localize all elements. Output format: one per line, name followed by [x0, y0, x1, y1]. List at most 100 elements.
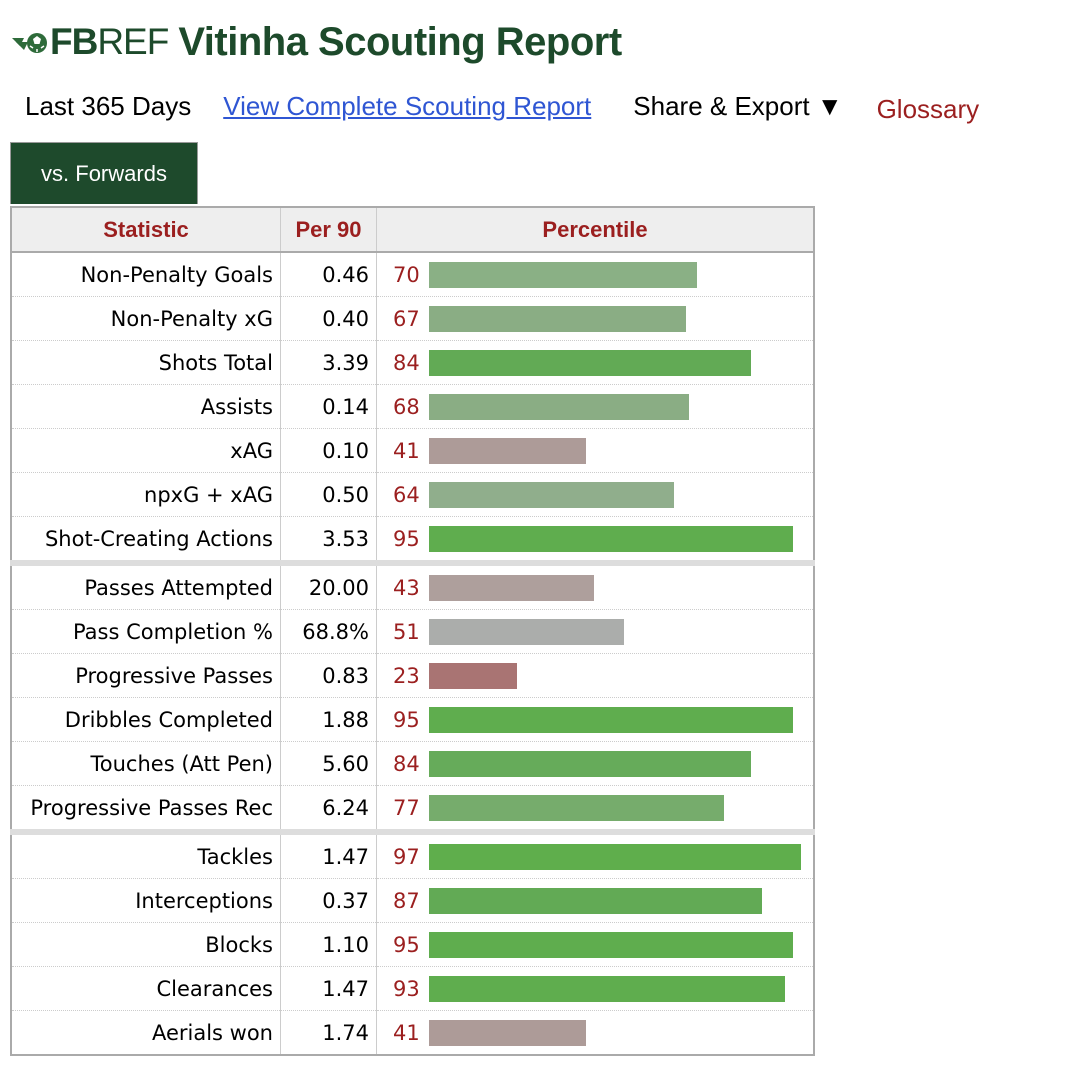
table-row: Progressive Passes Rec 6.24 77 — [11, 785, 814, 835]
percentile-bar — [429, 393, 689, 420]
percentile-bar — [429, 437, 586, 464]
per90-value: 1.74 — [280, 1010, 377, 1055]
table-row: Assists 0.14 68 — [11, 384, 814, 429]
percentile-value: 84 — [393, 350, 420, 375]
view-complete-report-link[interactable]: View Complete Scouting Report — [223, 90, 592, 121]
percentile-cell: 84 — [376, 741, 814, 786]
stat-name: Shot-Creating Actions — [11, 516, 281, 566]
per90-value: 68.8% — [280, 609, 377, 654]
percentile-bar — [429, 618, 624, 645]
table-row: Passes Attempted 20.00 43 — [11, 563, 814, 610]
percentile-bar — [429, 574, 594, 601]
percentile-value: 95 — [393, 707, 420, 732]
header-per90[interactable]: Per 90 — [280, 207, 377, 253]
table-row: Tackles 1.47 97 — [11, 832, 814, 879]
table-row: Aerials won 1.74 41 — [11, 1010, 815, 1056]
percentile-value: 84 — [393, 751, 420, 776]
per90-value: 0.10 — [280, 428, 377, 473]
per90-value: 0.40 — [280, 296, 377, 341]
table-row: Non-Penalty Goals 0.46 70 — [11, 252, 814, 297]
percentile-cell: 51 — [376, 609, 814, 654]
stat-name: Progressive Passes — [11, 653, 281, 698]
per90-value: 6.24 — [280, 785, 377, 835]
percentile-cell: 23 — [376, 653, 814, 698]
per90-value: 5.60 — [280, 741, 377, 786]
percentile-bar — [429, 349, 751, 376]
table-row: npxG + xAG 0.50 64 — [11, 472, 814, 517]
page-title: Vitinha Scouting Report — [178, 19, 622, 64]
table-row: Shot-Creating Actions 3.53 95 — [11, 516, 814, 566]
percentile-bar — [429, 843, 801, 870]
stat-name: xAG — [11, 428, 281, 473]
stat-name: Progressive Passes Rec — [11, 785, 281, 835]
stat-name: Tackles — [11, 832, 281, 879]
logo-text: FBREF — [50, 21, 169, 62]
table-body: Non-Penalty Goals 0.46 70 Non-Penalty xG 0.4… — [11, 252, 814, 1055]
percentile-bar — [429, 481, 674, 508]
percentile-bar — [429, 261, 697, 288]
stat-name: Pass Completion % — [11, 609, 281, 654]
header-statistic[interactable]: Statistic — [11, 207, 281, 253]
per90-value: 0.46 — [280, 252, 377, 297]
percentile-value: 77 — [393, 795, 420, 820]
table-row: Progressive Passes 0.83 23 — [11, 653, 814, 698]
stat-name: Shots Total — [11, 340, 281, 385]
table-row: Dribbles Completed 1.88 95 — [11, 697, 814, 742]
scouting-table: Statistic Per 90 Percentile Non-Penalty … — [10, 206, 815, 1056]
per90-value: 1.10 — [280, 922, 377, 967]
percentile-bar — [429, 750, 751, 777]
stat-name: Aerials won — [11, 1010, 281, 1055]
per90-value: 0.37 — [280, 878, 377, 923]
stat-name: Touches (Att Pen) — [11, 741, 281, 786]
percentile-value: 95 — [393, 526, 420, 551]
table-row: Interceptions 0.37 87 — [11, 878, 814, 923]
percentile-value: 95 — [393, 932, 420, 957]
percentile-value: 41 — [393, 438, 420, 463]
percentile-cell: 67 — [376, 296, 814, 341]
table-header-row: Statistic Per 90 Percentile — [11, 207, 814, 253]
tab-vs-forwards[interactable]: vs. Forwards — [10, 142, 198, 204]
share-export-menu[interactable]: Share & Export ▼ — [633, 90, 843, 121]
per90-value: 0.83 — [280, 653, 377, 698]
header: FBREF Vitinha Scouting Report — [10, 14, 622, 70]
stat-name: Dribbles Completed — [11, 697, 281, 742]
percentile-cell: 68 — [376, 384, 814, 429]
percentile-value: 93 — [393, 976, 420, 1001]
glossary-link[interactable]: Glossary — [876, 93, 980, 124]
percentile-cell: 87 — [376, 878, 814, 923]
soccer-ball-icon — [10, 28, 48, 56]
percentile-cell: 84 — [376, 340, 814, 385]
percentile-bar — [429, 525, 793, 552]
percentile-cell: 95 — [376, 697, 814, 742]
per90-value: 3.39 — [280, 340, 377, 385]
table-row: Touches (Att Pen) 5.60 84 — [11, 741, 814, 786]
percentile-cell: 43 — [376, 563, 814, 610]
period-label: Last 365 Days — [25, 90, 192, 121]
percentile-bar — [429, 662, 517, 689]
percentile-value: 43 — [393, 575, 420, 600]
stat-name: Clearances — [11, 966, 281, 1011]
percentile-cell: 41 — [376, 428, 814, 473]
stat-name: npxG + xAG — [11, 472, 281, 517]
percentile-cell: 41 — [377, 1011, 815, 1056]
table-row: Blocks 1.10 95 — [11, 922, 814, 967]
percentile-bar — [429, 305, 686, 332]
stat-name: Blocks — [11, 922, 281, 967]
stat-name: Assists — [11, 384, 281, 429]
percentile-value: 87 — [393, 888, 420, 913]
stat-name: Passes Attempted — [11, 563, 281, 610]
percentile-value: 70 — [393, 262, 420, 287]
percentile-cell: 95 — [376, 516, 814, 566]
percentile-cell: 95 — [376, 922, 814, 967]
percentile-value: 68 — [393, 394, 420, 419]
percentile-value: 51 — [393, 619, 420, 644]
stat-name: Non-Penalty Goals — [11, 252, 281, 297]
percentile-bar — [429, 975, 785, 1002]
percentile-value: 41 — [393, 1020, 420, 1045]
per90-value: 1.47 — [280, 832, 377, 879]
fbref-logo[interactable]: FBREF — [10, 21, 169, 63]
percentile-value: 97 — [393, 844, 420, 869]
per90-value: 1.47 — [280, 966, 377, 1011]
per90-value: 0.50 — [280, 472, 377, 517]
header-percentile[interactable]: Percentile — [376, 207, 814, 253]
